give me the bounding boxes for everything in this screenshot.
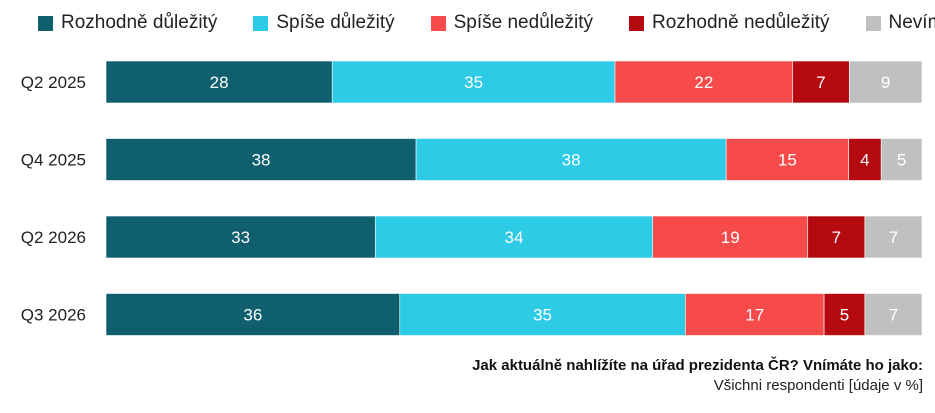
bar-segment [864,293,923,336]
legend-label: Spíše důležitý [276,12,395,33]
data-label: 38 [562,151,581,170]
data-label: 9 [881,73,890,92]
legend-swatch [629,15,645,31]
bar-segment [685,293,825,336]
legend-item: Nevím [865,12,935,34]
legend-label: Nevím [888,12,935,33]
legend-swatch [253,15,269,31]
data-label: 7 [832,228,841,247]
data-label: 35 [464,73,483,92]
bar-segment [864,215,923,259]
legend-swatch [430,15,446,31]
category-label: Q2 2026 [21,228,86,247]
legend-item: Rozhodně nedůležitý [629,12,830,34]
category-label: Q3 2026 [21,306,86,325]
data-label: 35 [533,306,552,325]
data-label: 7 [816,73,825,92]
bar-segment [848,138,882,181]
bar-segment [807,215,866,259]
data-label: 5 [897,151,906,170]
bar-segment [399,293,686,336]
data-label: 34 [505,228,524,247]
respondent-base: Všichni respondenti [údaje v %] [713,377,923,394]
data-label: 7 [889,306,898,325]
data-label: 17 [745,306,764,325]
bar-segment [105,60,333,104]
bar-segment [652,215,809,259]
bar-segment [848,60,923,104]
data-label: 5 [840,306,849,325]
legend-item: Rozhodně důležitý [38,12,217,34]
data-label: 36 [243,306,262,325]
data-label: 22 [694,73,713,92]
bar-segment [374,215,654,259]
legend-label: Rozhodně důležitý [61,12,218,33]
data-label: 19 [721,228,740,247]
bar-segment [105,293,401,336]
legend-swatch [865,15,881,31]
bar-segment [105,215,376,259]
legend: Rozhodně důležitý Spíše důležitý Spíše ned… [38,10,935,36]
data-label: 4 [860,151,869,170]
category-label: Q4 2025 [21,151,86,170]
data-label: 38 [252,151,271,170]
data-label: 15 [778,151,797,170]
data-label: 7 [889,228,898,247]
legend-item: Spíše důležitý [253,12,395,34]
survey-question: Jak aktuálně nahlížíte na úřad prezident… [472,357,923,374]
bar-segment [415,138,727,181]
bar-segment [880,138,923,181]
footnote: Jak aktuálně nahlížíte na úřad prezident… [472,356,923,396]
category-label: Q2 2025 [21,73,86,92]
data-label: 33 [231,228,250,247]
legend-item: Spíše nedůležitý [430,12,594,34]
bar-segment [105,138,417,181]
bar-segment [792,60,850,104]
legend-swatch [38,15,53,31]
bar-segment [823,293,866,336]
legend-label: Rozhodně nedůležitý [652,12,830,33]
data-label: 28 [210,73,229,92]
legend-label: Spíše nedůležitý [453,12,594,33]
